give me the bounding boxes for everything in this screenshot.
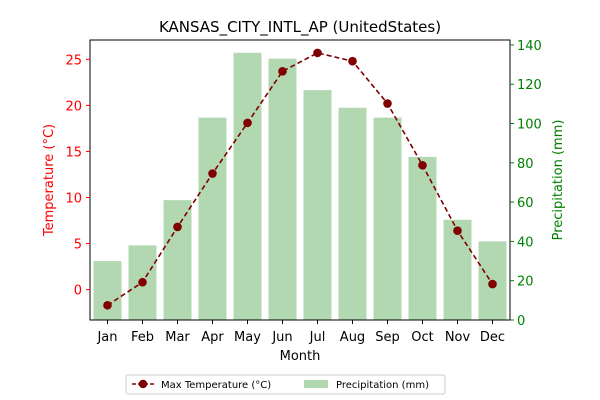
x-tick-label: May xyxy=(234,330,261,345)
temp-point-jun xyxy=(278,67,287,76)
precip-bar-nov xyxy=(443,219,472,320)
left-y-tick-label: 0 xyxy=(74,284,82,299)
temp-point-may xyxy=(243,118,252,128)
precip-bar-jul xyxy=(303,90,332,321)
right-y-axis-ticks: 0 20 40 60 80 100 120 140 xyxy=(510,39,542,329)
precip-bar-jun xyxy=(268,58,297,321)
temp-point-dec xyxy=(488,279,497,289)
temp-point-apr xyxy=(208,169,217,178)
legend-box xyxy=(125,374,446,395)
temp-point-feb xyxy=(138,277,147,287)
left-y-tick-label: 10 xyxy=(65,192,82,207)
temp-point-nov xyxy=(453,226,462,235)
x-tick-label: Sep xyxy=(375,330,400,345)
temperature-line xyxy=(107,52,494,306)
x-tick-label: Apr xyxy=(201,330,224,345)
temp-point-aug xyxy=(348,56,357,66)
left-y-axis-label: Temperature (°C) xyxy=(42,124,57,237)
temp-point-jul xyxy=(313,48,322,58)
right-y-axis-label: Precipitation (mm) xyxy=(551,120,566,241)
right-y-tick-label: 100 xyxy=(517,118,542,133)
precip-bar-sep xyxy=(373,117,402,320)
x-tick-label: Mar xyxy=(165,330,190,345)
left-y-tick-label: 5 xyxy=(74,238,82,253)
temperature-line-series xyxy=(103,48,497,310)
precipitation-bars xyxy=(93,52,507,321)
precip-bar-mar xyxy=(163,200,192,320)
right-y-tick-label: 60 xyxy=(517,196,534,211)
precip-bar-apr xyxy=(198,117,227,320)
legend: Max Temperature (°C) Precipitation (mm) xyxy=(125,374,446,395)
plot-frame xyxy=(89,39,511,321)
temp-point-oct xyxy=(418,160,427,170)
right-y-tick-label: 120 xyxy=(517,78,542,93)
legend-marker-swatch xyxy=(138,379,148,389)
x-axis-label: Month xyxy=(280,349,321,364)
precip-bar-jan xyxy=(93,261,122,320)
temp-point-jan xyxy=(103,300,112,310)
precip-bar-may xyxy=(233,52,262,320)
left-y-axis-ticks: 0 5 10 15 20 25 xyxy=(65,53,90,299)
legend-bar-swatch xyxy=(304,380,328,388)
right-y-tick-label: 20 xyxy=(517,275,534,290)
right-y-tick-label: 0 xyxy=(517,314,525,329)
x-tick-label: Jul xyxy=(309,330,326,345)
x-tick-label: Aug xyxy=(340,330,365,345)
left-y-tick-label: 25 xyxy=(65,53,82,68)
right-y-tick-label: 80 xyxy=(517,157,534,172)
x-tick-label: Jun xyxy=(271,330,292,345)
x-tick-label: Oct xyxy=(411,330,433,345)
x-tick-label: Dec xyxy=(480,330,505,345)
x-tick-label: Feb xyxy=(131,330,154,345)
left-y-tick-label: 20 xyxy=(65,99,82,114)
temp-point-sep xyxy=(383,99,392,108)
precip-bar-aug xyxy=(338,107,367,320)
x-tick-label: Jan xyxy=(96,330,117,345)
left-y-tick-label: 15 xyxy=(65,145,82,160)
right-y-tick-label: 140 xyxy=(517,39,542,54)
right-y-tick-label: 40 xyxy=(517,235,534,250)
x-tick-label: Nov xyxy=(445,330,471,345)
x-axis-ticks: Jan Feb Mar Apr May Jun Jul Aug Sep Oct Nov Dec xyxy=(96,320,505,345)
chart-title: KANSAS_CITY_INTL_AP (UnitedStates) xyxy=(159,18,441,37)
legend-label-temperature: Max Temperature (°C) xyxy=(161,380,271,391)
temp-point-mar xyxy=(173,222,182,232)
legend-label-precipitation: Precipitation (mm) xyxy=(336,380,429,391)
precip-bar-oct xyxy=(408,156,437,320)
